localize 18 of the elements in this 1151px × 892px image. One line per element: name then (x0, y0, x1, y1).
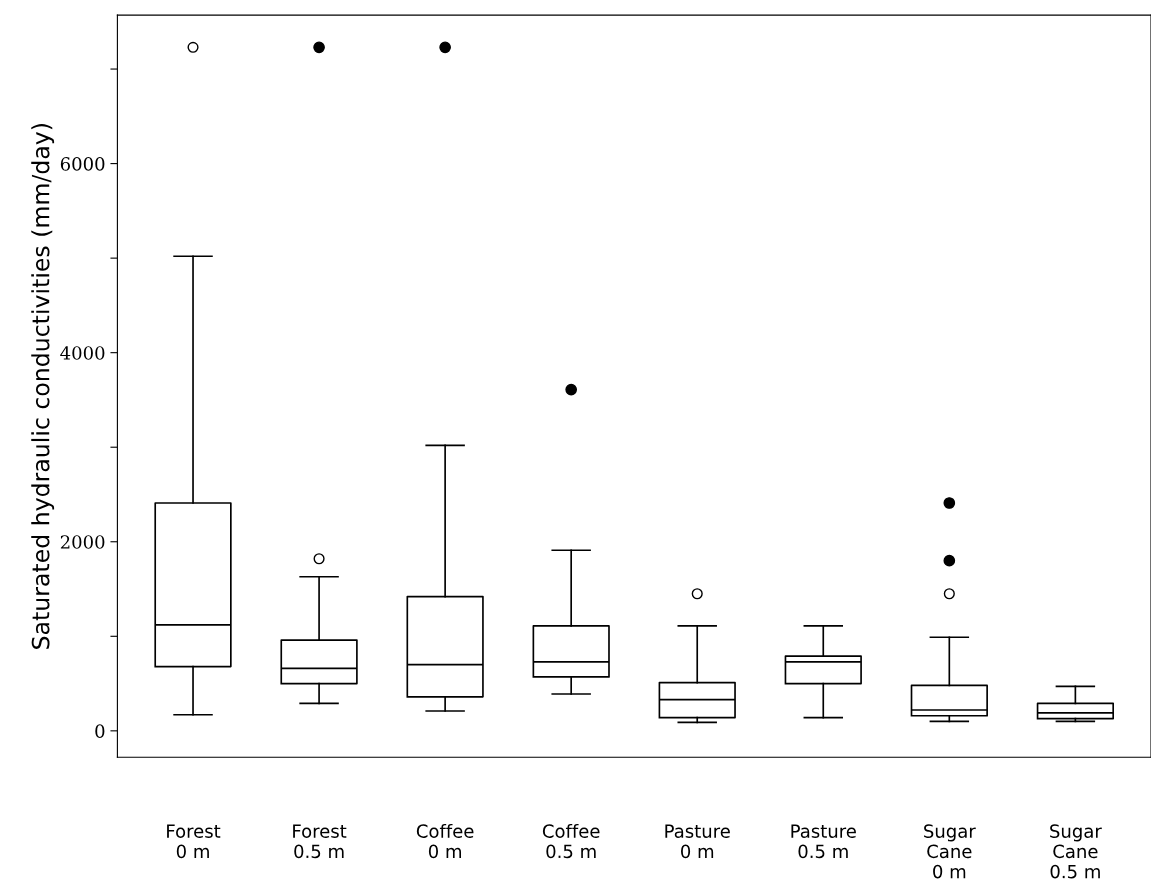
x-tick-label: Sugar Cane 0 m (924, 824, 976, 879)
y-tick-label: 2000 (60, 535, 105, 549)
x-tick-label: Pasture 0 m (665, 824, 730, 859)
y-tick-label: 4000 (60, 346, 105, 360)
y-tick-label: 6000 (60, 157, 105, 171)
x-tick-label: Coffee 0.5 m (542, 823, 600, 859)
x-tick-label: Forest 0 m (167, 824, 221, 859)
x-tick-label: Forest 0.5 m (293, 824, 347, 859)
y-tick-label: 0 (95, 724, 105, 738)
x-tick-label: Coffee 0 m (416, 823, 474, 859)
y-axis-title: Saturated hydraulic conductivities (mm/day) (31, 124, 55, 649)
x-tick-label: Sugar Cane 0.5 m (1050, 824, 1102, 879)
point (313, 41, 325, 54)
point (565, 383, 578, 396)
x-tick-label: Pasture 0.5 m (791, 824, 856, 859)
point (439, 41, 451, 54)
point (943, 554, 956, 567)
point (943, 497, 956, 509)
